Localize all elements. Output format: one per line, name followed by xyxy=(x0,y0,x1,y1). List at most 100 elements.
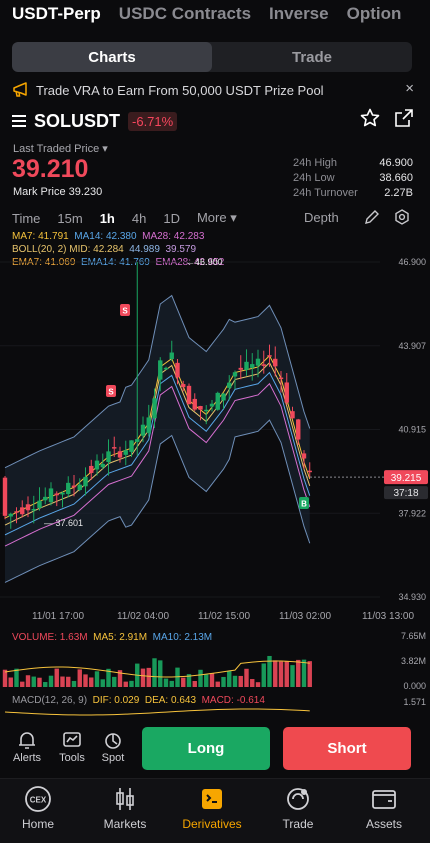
tools-button[interactable]: Tools xyxy=(57,730,87,764)
volume-bar xyxy=(238,675,243,687)
candle-body xyxy=(261,364,266,366)
last-traded-price: 39.210 xyxy=(12,155,89,183)
nav-assets[interactable]: Assets xyxy=(349,785,419,831)
24h-low: 38.660 xyxy=(379,172,413,184)
x-axis-tick: 11/02 04:00 xyxy=(117,611,170,622)
alerts-button[interactable]: Alerts xyxy=(12,730,42,764)
tf-4h[interactable]: 4h xyxy=(131,210,147,226)
candle-body xyxy=(284,382,289,403)
volume-bar xyxy=(152,658,157,687)
volume-bar xyxy=(221,676,226,687)
candle-body xyxy=(106,451,111,463)
trade-tab[interactable]: Trade xyxy=(291,48,333,66)
y-axis-tick: 46.900 xyxy=(398,257,426,267)
bollinger-band-fill xyxy=(5,295,310,583)
short-button[interactable]: Short xyxy=(283,727,411,770)
last-traded-price-label[interactable]: Last Traded Price ▾ xyxy=(13,143,108,155)
volume-bar xyxy=(169,680,174,687)
signal-marker xyxy=(120,304,130,316)
boll-legend: BOLL(20, 2) MID: 42.284 44.989 39.579 xyxy=(12,244,197,255)
volume-bar xyxy=(31,676,36,687)
candle-body xyxy=(267,355,272,357)
candle-body xyxy=(169,352,174,360)
candle-body xyxy=(232,372,238,377)
tab-inverse[interactable]: Inverse xyxy=(269,4,329,23)
volume-bar xyxy=(181,677,186,687)
candle-body xyxy=(290,411,295,419)
current-price-label: 39.215 xyxy=(391,473,422,484)
countdown-badge xyxy=(384,486,428,500)
volume-bar xyxy=(66,676,71,687)
tf-1d[interactable]: 1D xyxy=(163,210,180,226)
volume-tick: 3.82M xyxy=(401,656,426,666)
signal-marker xyxy=(299,497,309,509)
volume-bar xyxy=(232,675,238,687)
nav-markets[interactable]: Markets xyxy=(90,785,160,831)
price-chart[interactable]: 46.900 43.907 40.915 37.922 34.930 11/01 17:0… xyxy=(0,0,430,722)
tf-1h[interactable]: 1h xyxy=(99,210,115,226)
nav-home[interactable]: CEX Home xyxy=(3,785,73,831)
candle-body xyxy=(43,496,48,501)
candle-body xyxy=(8,513,13,517)
tf-more[interactable]: More ▾ xyxy=(196,210,237,225)
current-price-badge xyxy=(384,470,428,485)
bottom-nav: CEX Home Markets Derivatives Trade Asset… xyxy=(0,778,430,843)
candle-body xyxy=(146,417,151,433)
candle-body xyxy=(129,440,134,452)
promo-banner[interactable]: Trade VRA to Earn From 50,000 USDT Prize… xyxy=(12,80,418,100)
ma28-line xyxy=(4,382,311,547)
candle-body xyxy=(60,492,65,495)
pencil-icon[interactable] xyxy=(364,209,380,225)
spot-icon xyxy=(98,730,128,750)
close-icon[interactable]: × xyxy=(405,80,414,97)
volume-bar xyxy=(307,661,312,687)
volume-bar xyxy=(77,669,82,687)
signal-label: S xyxy=(122,307,128,316)
low-label: — 37.601 xyxy=(44,518,83,528)
candle-body xyxy=(175,362,180,378)
candle-body xyxy=(250,364,255,368)
candle-body xyxy=(20,507,25,515)
volume-bar xyxy=(25,675,31,687)
tab-usdc-contracts[interactable]: USDC Contracts xyxy=(118,4,252,23)
menu-icon[interactable] xyxy=(12,114,28,128)
candle-body xyxy=(37,500,42,508)
candle-body xyxy=(2,477,8,516)
timeframe-bar: Time 15m 1h 4h 1D More ▾ Depth xyxy=(12,209,418,227)
candle-body xyxy=(135,439,140,442)
long-button[interactable]: Long xyxy=(142,727,270,770)
charts-trade-toggle: Charts Trade xyxy=(12,42,412,72)
spot-button[interactable]: Spot xyxy=(98,730,128,764)
tab-option[interactable]: Option xyxy=(346,4,402,23)
volume-bar xyxy=(112,676,117,687)
depth-tab[interactable]: Depth xyxy=(304,210,339,225)
volume-bar xyxy=(129,680,134,687)
candle-body xyxy=(94,460,100,470)
candle-body xyxy=(31,508,36,511)
macd-tick: 1.571 xyxy=(403,697,426,707)
symbol-name[interactable]: SOLUSDT xyxy=(34,110,121,131)
share-icon[interactable] xyxy=(394,108,414,128)
candle-body xyxy=(307,470,312,473)
settings-icon[interactable] xyxy=(394,209,410,225)
candle-body xyxy=(198,406,203,410)
candle-body xyxy=(152,398,157,419)
volume-bar xyxy=(123,681,128,687)
nav-trade[interactable]: Trade xyxy=(263,785,333,831)
nav-derivatives[interactable]: Derivatives xyxy=(177,785,247,831)
star-icon[interactable] xyxy=(360,108,380,128)
tf-time[interactable]: Time xyxy=(12,210,41,226)
tab-usdt-perp[interactable]: USDT-Perp xyxy=(12,4,101,23)
ma-legend: MA7: 41.791 MA14: 42.380 MA28: 42.283 xyxy=(12,231,205,242)
candle-body xyxy=(14,511,19,513)
volume-bar xyxy=(106,668,111,687)
volume-bar xyxy=(250,679,255,687)
volume-bar xyxy=(244,668,249,687)
bollinger-mid-line xyxy=(4,361,311,526)
volume-bar xyxy=(278,661,284,687)
candle-body xyxy=(66,482,71,495)
charts-tab[interactable]: Charts xyxy=(12,42,212,72)
candle-body xyxy=(209,403,215,407)
volume-bar xyxy=(204,674,209,687)
tf-15m[interactable]: 15m xyxy=(57,210,83,226)
